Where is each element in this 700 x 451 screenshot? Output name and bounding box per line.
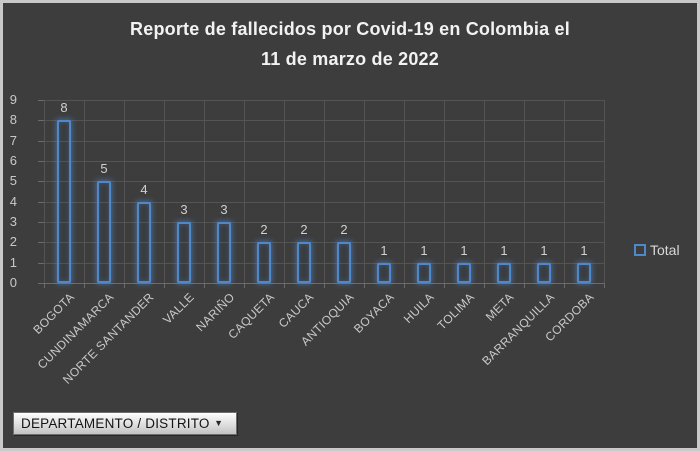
data-label: 2 — [300, 222, 308, 238]
gridline — [404, 100, 405, 283]
x-axis-tick — [284, 283, 285, 288]
y-axis-tick — [38, 181, 44, 183]
y-axis-label: 7 — [9, 132, 17, 148]
plot-area: 0 1 2 3 4 5 6 7 8 9 8 BOGOTA 5 CUNDINAMARCA 4 NORTE SAN… — [3, 3, 697, 448]
y-axis-tick — [38, 222, 44, 223]
x-axis-label: BOYACA — [350, 290, 397, 336]
data-label: 2 — [260, 222, 268, 238]
chart-title-line1: Reporte de fallecidos por Covid-19 en Co… — [130, 19, 570, 39]
bar-cauca — [297, 242, 311, 283]
data-label: 8 — [60, 100, 68, 116]
gridline — [524, 100, 525, 283]
x-axis-tick — [44, 283, 45, 288]
x-axis-label: HUILA — [400, 290, 437, 326]
y-axis-tick — [38, 242, 44, 244]
bar-cundinamarca — [97, 181, 111, 283]
field-button-label: DEPARTAMENTO / DISTRITO — [21, 416, 210, 431]
y-axis-label: 3 — [9, 214, 17, 229]
y-axis-tick — [38, 120, 44, 122]
bar-meta — [497, 262, 511, 283]
x-axis-tick — [564, 283, 565, 288]
x-axis-tick — [444, 283, 445, 288]
gridline — [164, 100, 165, 283]
data-label: 1 — [420, 242, 428, 258]
bar-caqueta — [257, 242, 271, 283]
gridline — [244, 100, 245, 283]
legend: Total — [634, 242, 680, 258]
y-axis-tick — [38, 161, 44, 162]
x-axis-tick — [324, 283, 325, 288]
bar-huila — [417, 262, 431, 283]
y-axis-tick — [38, 283, 44, 284]
chart-title: Reporte de fallecidos por Covid-19 en Co… — [3, 14, 697, 74]
x-axis-label: VALLE — [160, 290, 197, 327]
y-axis-tick — [38, 100, 44, 101]
x-axis-tick — [164, 283, 165, 288]
y-axis-label: 6 — [9, 153, 17, 168]
field-button-departamento-distrito[interactable]: DEPARTAMENTO / DISTRITO ▼ — [13, 412, 237, 435]
x-axis-tick — [204, 283, 205, 288]
bar-antioquia — [337, 242, 351, 283]
y-axis-tick — [38, 201, 44, 203]
y-axis-label: 8 — [9, 112, 17, 128]
x-axis-tick — [404, 283, 405, 288]
gridline — [204, 100, 205, 283]
bar-norte-santander — [137, 201, 151, 283]
gridline — [284, 100, 285, 283]
y-axis-label: 5 — [9, 173, 17, 189]
gridline — [364, 100, 365, 283]
data-label: 4 — [140, 181, 148, 197]
x-axis-label: TOLIMA — [434, 290, 477, 333]
data-label: 1 — [580, 242, 588, 258]
gridline — [484, 100, 485, 283]
bar-boyaca — [377, 262, 391, 283]
y-axis-tick — [38, 262, 44, 264]
data-label: 1 — [500, 242, 508, 258]
x-axis-tick — [84, 283, 85, 288]
data-label: 2 — [340, 222, 348, 238]
data-label: 1 — [460, 242, 468, 258]
chart-title-line2: 11 de marzo de 2022 — [261, 49, 439, 69]
bar-cordoba — [577, 262, 591, 283]
gridline — [124, 100, 125, 283]
bar-nariño — [217, 222, 231, 283]
bar-bogota — [57, 120, 71, 283]
legend-label: Total — [650, 242, 680, 258]
data-label: 3 — [180, 202, 188, 217]
gridline — [84, 100, 85, 283]
gridline — [604, 100, 605, 283]
gridline — [324, 100, 325, 283]
dropdown-arrow-icon[interactable]: ▼ — [214, 418, 223, 428]
y-axis-label: 0 — [9, 275, 17, 290]
bar-tolima — [457, 262, 471, 283]
y-axis-label: 2 — [9, 234, 17, 250]
legend-swatch-icon — [634, 244, 646, 256]
x-axis-label: BARRANQUILLA — [478, 290, 557, 368]
gridline — [564, 100, 565, 283]
y-axis-label: 4 — [9, 193, 17, 209]
x-axis-tick — [604, 283, 605, 288]
gridline — [444, 100, 445, 283]
y-axis-tick — [38, 140, 44, 142]
data-label: 1 — [380, 242, 388, 258]
data-label: 3 — [220, 202, 228, 217]
x-axis-tick — [484, 283, 485, 288]
bar-barranquilla — [537, 262, 551, 283]
x-axis-tick — [244, 283, 245, 288]
x-axis-label: META — [483, 290, 517, 324]
x-axis-tick — [524, 283, 525, 288]
gridline — [44, 100, 45, 283]
x-axis-tick — [364, 283, 365, 288]
data-label: 1 — [540, 242, 548, 258]
x-axis-tick — [124, 283, 125, 288]
bar-valle — [177, 222, 191, 283]
y-axis-label: 9 — [9, 92, 17, 107]
y-axis-label: 1 — [9, 254, 17, 270]
data-label: 5 — [100, 161, 108, 177]
